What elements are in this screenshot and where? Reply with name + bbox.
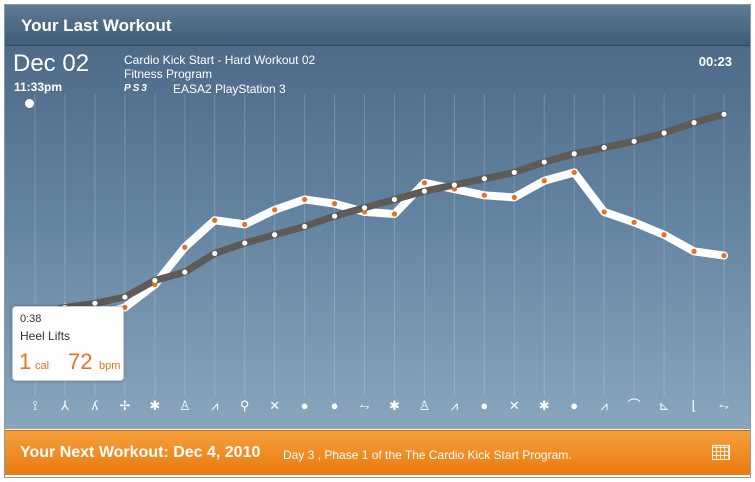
data-point-series-2[interactable] xyxy=(212,250,218,257)
data-point-series-2[interactable] xyxy=(361,205,368,211)
ball-icon[interactable]: ● xyxy=(300,398,309,413)
data-point-series-1[interactable] xyxy=(421,180,428,186)
workout-time: 11:33pm xyxy=(14,80,63,94)
page-title: Your Last Workout xyxy=(21,16,172,35)
tooltip-calories: 1 xyxy=(19,349,32,374)
jump-icon[interactable]: ✕ xyxy=(508,398,520,413)
data-point-series-2[interactable] xyxy=(92,300,98,306)
squat-icon[interactable]: ʎ xyxy=(91,398,99,413)
data-point-series-1[interactable] xyxy=(361,209,368,215)
data-point-series-1[interactable] xyxy=(331,201,338,207)
tooltip-calories-unit: cal xyxy=(35,360,50,372)
jump-icon[interactable]: ✕ xyxy=(269,398,281,413)
data-point-series-1[interactable] xyxy=(631,219,637,225)
data-point-series-1[interactable] xyxy=(661,232,667,238)
jumping-jack-icon[interactable]: ✱ xyxy=(149,398,161,413)
ball-icon[interactable]: ● xyxy=(480,398,489,413)
ball-icon[interactable]: ● xyxy=(570,398,579,413)
data-point-series-2[interactable] xyxy=(421,188,428,194)
data-point-series-2[interactable] xyxy=(631,138,637,144)
tooltip-bpm: 72 xyxy=(68,349,93,374)
push-up-icon[interactable]: ⩘ xyxy=(600,398,608,413)
data-point-series-1[interactable] xyxy=(571,169,577,176)
data-point-series-2[interactable] xyxy=(571,151,577,157)
workout-duration: 00:23 xyxy=(698,54,732,69)
data-point-series-2[interactable] xyxy=(451,182,457,188)
data-point-series-2[interactable] xyxy=(391,196,398,203)
data-point-series-1[interactable] xyxy=(481,192,487,198)
series-line-2 xyxy=(31,110,728,318)
calendar-icon[interactable] xyxy=(712,445,730,460)
next-workout-detail: Day 3 , Phase 1 of the The Cardio Kick S… xyxy=(283,448,572,462)
push-up-icon[interactable]: ⩘ xyxy=(450,398,459,413)
data-point-series-2[interactable] xyxy=(331,213,338,219)
data-point-series-1[interactable] xyxy=(721,252,727,259)
data-point-series-1[interactable] xyxy=(391,211,398,217)
series-line-1 xyxy=(31,168,728,329)
ps3-logo: PS3 xyxy=(124,83,149,94)
data-point-series-2[interactable] xyxy=(541,159,547,165)
data-point-series-2[interactable] xyxy=(302,223,308,230)
rowing-icon[interactable]: ⥊ xyxy=(359,398,370,413)
data-point-series-2[interactable] xyxy=(122,294,128,300)
exercise-tooltip: 0:38 Heel Lifts 1 cal 72 bpm xyxy=(12,306,124,381)
platform-label: EASA2 PlayStation 3 xyxy=(173,82,286,96)
data-point-series-1[interactable] xyxy=(242,221,248,227)
jumping-jack-icon[interactable]: ✱ xyxy=(538,398,550,413)
next-workout-bar[interactable]: Your Next Workout: Dec 4, 2010 Day 3 , P… xyxy=(5,430,750,475)
program-type: Fitness Program xyxy=(124,67,213,81)
rowing-icon[interactable]: ⥊ xyxy=(718,398,730,413)
data-point-series-1[interactable] xyxy=(272,207,278,213)
stretch-icon[interactable]: ✢ xyxy=(119,398,131,413)
data-point-series-2[interactable] xyxy=(511,169,517,176)
jumping-jack-icon[interactable]: ✱ xyxy=(389,398,400,413)
bike-icon[interactable]: ⚲ xyxy=(239,398,250,413)
data-point-series-1[interactable] xyxy=(511,194,517,200)
workout-date: Dec 02 xyxy=(13,50,90,77)
data-point-series-1[interactable] xyxy=(691,248,697,254)
push-up-icon[interactable]: ⩘ xyxy=(211,398,219,413)
data-point-series-2[interactable] xyxy=(481,176,487,182)
kick-icon[interactable]: ⟟ xyxy=(32,398,38,413)
data-point-series-2[interactable] xyxy=(182,269,188,275)
workout-chart-area: Dec 02 11:33pm Cardio Kick Start - Hard … xyxy=(5,46,750,429)
data-point-series-2[interactable] xyxy=(242,240,248,246)
next-workout-label: Your Next Workout: Dec 4, 2010 xyxy=(20,444,261,461)
data-point-series-1[interactable] xyxy=(601,209,607,215)
arm-raise-icon[interactable]: ♙ xyxy=(418,398,431,413)
crunch-icon[interactable]: ⊾ xyxy=(658,398,670,413)
lunge-icon[interactable]: ⅄ xyxy=(60,398,69,413)
tooltip-time: 0:38 xyxy=(20,313,42,325)
exercise-icon-row: ⟟ ⅄ ʎ ✢ ✱ ♙ ⩘ ⚲ ✕ ● ● ⥊ ✱ ♙ ⩘ ● ✕ ✱ ● ⩘ ⌒ ⊾ ⌊ ⥊ xyxy=(5,398,750,418)
data-point-series-1[interactable] xyxy=(212,217,218,223)
data-point-series-1[interactable] xyxy=(541,178,547,184)
data-point-series-1[interactable] xyxy=(182,244,188,250)
data-point-series-2[interactable] xyxy=(721,111,727,117)
tooltip-exercise: Heel Lifts xyxy=(20,329,71,343)
data-point-series-2[interactable] xyxy=(152,277,158,284)
timeline-start-dot xyxy=(25,99,34,108)
data-point-series-2[interactable] xyxy=(691,120,697,126)
tooltip-bpm-unit: bpm xyxy=(99,360,121,372)
data-point-series-2[interactable] xyxy=(272,232,278,238)
sit-up-icon[interactable]: ⌒ xyxy=(627,398,641,413)
data-point-series-1[interactable] xyxy=(302,196,308,203)
data-point-series-2[interactable] xyxy=(661,130,667,136)
data-point-series-2[interactable] xyxy=(601,144,607,151)
arm-raise-icon[interactable]: ♙ xyxy=(178,398,191,413)
leg-lift-icon[interactable]: ⌊ xyxy=(691,398,697,413)
program-title: Cardio Kick Start - Hard Workout 02 xyxy=(124,53,316,67)
data-point-series-1[interactable] xyxy=(451,186,457,192)
ball-icon[interactable]: ● xyxy=(330,398,339,413)
header-bar: Your Last Workout xyxy=(5,5,750,46)
data-point-series-1[interactable] xyxy=(152,282,158,288)
